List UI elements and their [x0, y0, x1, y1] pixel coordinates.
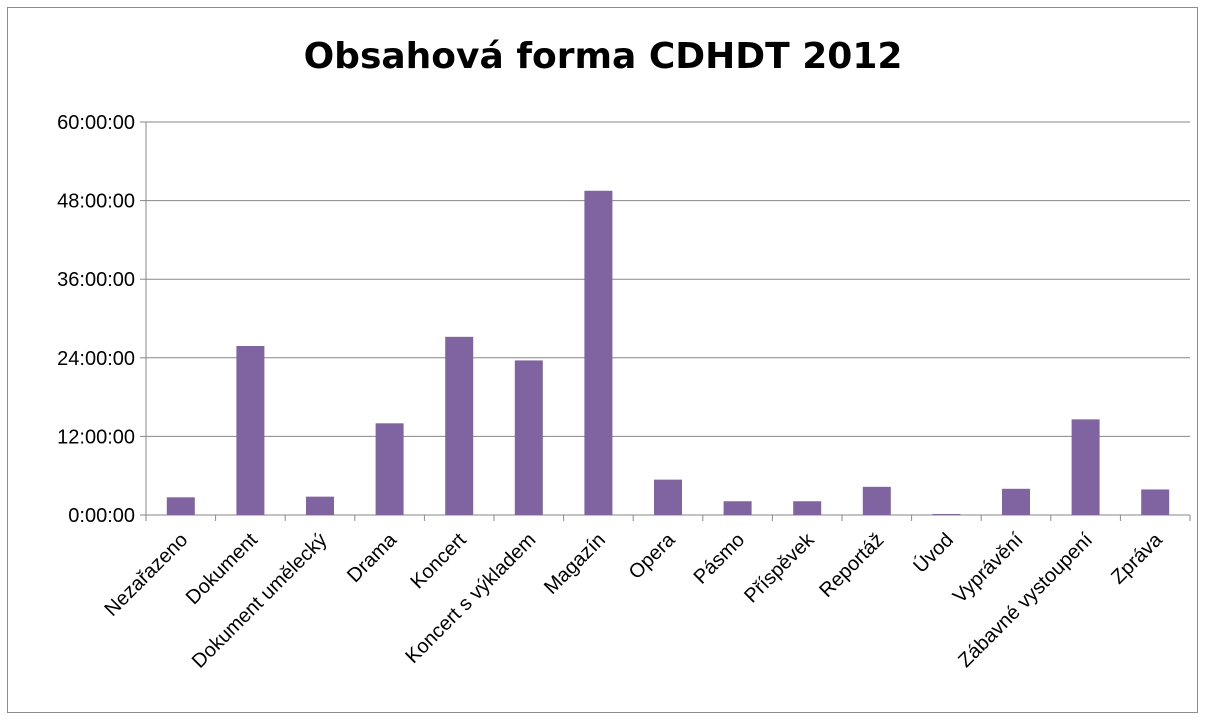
bar [723, 501, 752, 515]
bar [236, 346, 265, 515]
gridlines [146, 121, 1190, 437]
x-tick-label: Zábavné vystoupení [954, 529, 1097, 672]
x-tick-label: Úvod [909, 528, 958, 577]
x-tick-label: Opera [625, 528, 680, 583]
y-tick-label: 24:00:00 [57, 348, 135, 370]
bar [862, 486, 891, 515]
bar [793, 501, 822, 515]
chart-title: Obsahová forma CDHDT 2012 [303, 36, 903, 77]
x-tick-label: Koncert [406, 529, 471, 594]
bar [375, 423, 404, 515]
x-tick-label: Koncert s výkladem [401, 529, 540, 668]
y-tick-label: 48:00:00 [57, 191, 135, 213]
y-tick-label: 12:00:00 [57, 426, 135, 448]
x-tick-label: Magazín [540, 529, 610, 599]
bar [654, 479, 682, 515]
y-tick-label: 0:00:00 [68, 505, 135, 527]
bar [1141, 489, 1170, 515]
y-tick-label: 36:00:00 [57, 269, 135, 291]
y-tick-label: 60:00:00 [57, 112, 135, 134]
x-tick-label: Drama [343, 528, 402, 587]
x-tick-label: Nezařazeno [101, 529, 193, 621]
x-tick-label: Reportáž [815, 529, 888, 602]
bar [306, 496, 334, 515]
bar [445, 336, 474, 515]
bar [514, 360, 543, 515]
bars [166, 190, 1170, 515]
bar [1002, 488, 1030, 515]
bar [1071, 419, 1100, 515]
bar [932, 514, 961, 515]
bar [584, 190, 613, 515]
x-tick-label: Zpráva [1107, 528, 1167, 588]
axes [140, 121, 1191, 521]
x-tick-label: Příspěvek [740, 528, 819, 607]
x-tick-label: Dokument umělecký [188, 529, 332, 673]
bar [166, 497, 195, 515]
x-tick-label: Pásmo [690, 529, 750, 589]
